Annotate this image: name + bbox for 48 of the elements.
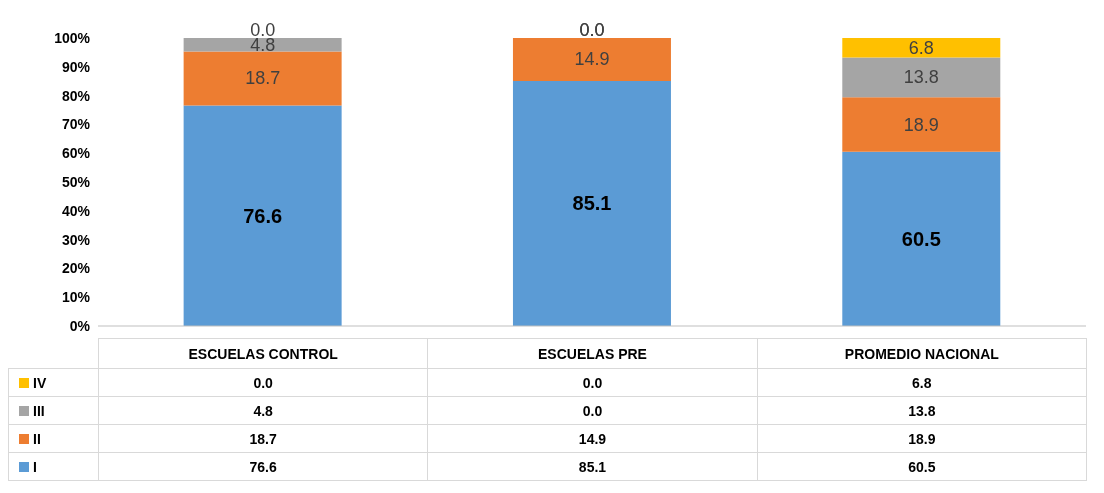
data-label: 76.6 [98, 452, 428, 481]
y-tick-label: 100% [54, 29, 91, 46]
data-label: 0.0 [98, 368, 428, 397]
bar [183, 38, 342, 52]
legend-label: III [8, 396, 99, 425]
y-tick-label: 80% [61, 87, 91, 104]
y-tick-label: 40% [61, 202, 91, 219]
bar [842, 97, 1001, 152]
y-tick-label: 10% [61, 289, 91, 306]
text: 85.1 [572, 192, 612, 215]
y-tick-label: 20% [61, 260, 91, 277]
y-tick-label: 30% [61, 231, 91, 248]
text: 18.7 [245, 68, 281, 89]
bar [842, 38, 1001, 58]
x-tick-label: PROMEDIO NACIONAL [757, 338, 1087, 369]
text: 76.6 [243, 204, 283, 227]
bar [842, 57, 1001, 98]
data-label: 13.8 [757, 396, 1087, 425]
y-tick-label: 90% [61, 58, 91, 75]
x-tick-label: ESCUELAS PRE [427, 338, 758, 369]
bar [512, 38, 671, 81]
text: 6.8 [908, 37, 934, 58]
text: 18.9 [903, 114, 939, 135]
data-label: 18.9 [757, 424, 1087, 453]
data-label: 0.0 [427, 396, 758, 425]
data-label: 14.9 [427, 424, 758, 453]
data-label: 0.0 [427, 368, 758, 397]
legend-label: I [8, 452, 99, 481]
data-label: 6.8 [757, 368, 1087, 397]
x-tick-label: ESCUELAS CONTROL [98, 338, 428, 369]
bar [842, 151, 1001, 326]
y-tick-label: 60% [61, 145, 91, 162]
text: 0.0 [579, 20, 605, 40]
y-tick-label: 70% [61, 116, 91, 133]
text: 14.9 [574, 49, 610, 70]
data-label: 18.7 [98, 424, 428, 453]
y-tick-label: 0% [69, 317, 91, 334]
text: 13.8 [903, 67, 939, 88]
bar [183, 105, 342, 326]
bar [512, 80, 671, 326]
text: 60.5 [901, 227, 941, 250]
data-label: 4.8 [98, 396, 428, 425]
bar [183, 51, 342, 106]
legend-label: IV [8, 368, 99, 397]
y-tick-label: 50% [61, 173, 91, 190]
data-label: 85.1 [427, 452, 758, 481]
data-label: 60.5 [757, 452, 1087, 481]
legend-label: II [8, 424, 99, 453]
